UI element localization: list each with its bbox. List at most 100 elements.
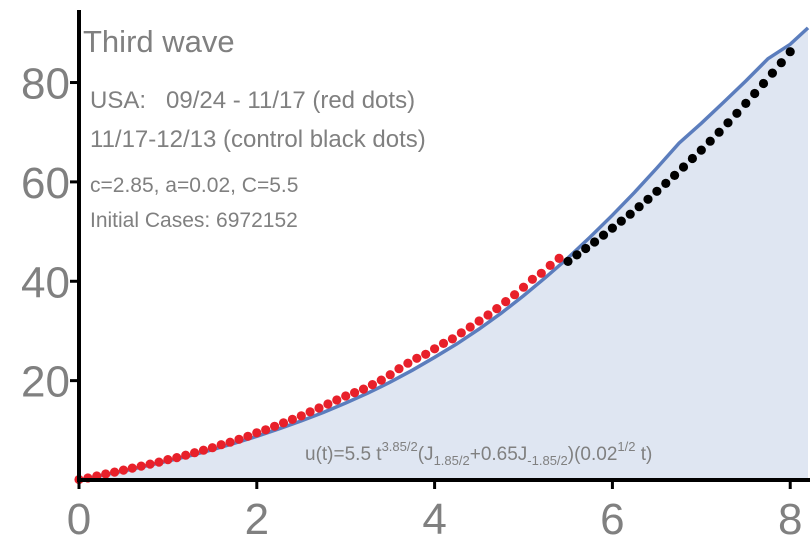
y-tick-label: 60	[21, 159, 70, 208]
control-dot	[697, 146, 706, 155]
data-dot	[163, 455, 172, 464]
control-dot	[670, 171, 679, 180]
control-dot	[635, 202, 644, 211]
data-dot	[181, 451, 190, 460]
control-dot	[572, 250, 581, 259]
data-dot	[430, 344, 439, 353]
data-dot	[172, 453, 181, 462]
data-dot	[261, 425, 270, 434]
data-dot	[297, 411, 306, 420]
data-dot	[146, 460, 155, 469]
data-dot	[519, 283, 528, 292]
control-dot	[652, 187, 661, 196]
formula-sub2: -1.85/2	[527, 453, 567, 468]
data-dot	[252, 428, 261, 437]
x-tick-label: 8	[778, 495, 802, 537]
data-dot	[359, 385, 368, 394]
control-dot	[786, 47, 795, 56]
data-dot	[270, 422, 279, 431]
annotation-params: c=2.85, a=0.02, C=5.5	[90, 174, 298, 197]
data-dot	[119, 466, 128, 475]
data-dot	[386, 370, 395, 379]
data-dot	[243, 432, 252, 441]
data-dot	[412, 354, 421, 363]
x-tick-label: 2	[245, 495, 269, 537]
control-dot	[688, 154, 697, 163]
data-dot	[154, 458, 163, 467]
annotation-line-2: 11/17-12/13 (control black dots)	[90, 126, 426, 153]
data-dot	[208, 443, 217, 452]
data-dot	[492, 304, 501, 313]
data-dot	[439, 339, 448, 348]
control-dot	[723, 118, 732, 127]
data-dot	[101, 469, 110, 478]
annotation-initial-cases: Initial Cases: 6972152	[90, 209, 298, 232]
control-dot	[661, 179, 670, 188]
annotation-line-1: USA: 09/24 - 11/17 (red dots)	[90, 87, 415, 114]
data-dot	[341, 391, 350, 400]
x-tick-label: 4	[422, 495, 446, 537]
formula-exp2: 1/2	[617, 439, 635, 454]
control-dot	[750, 89, 759, 98]
formula-part2: (J	[418, 444, 434, 465]
data-dot	[475, 316, 484, 325]
control-dot	[759, 79, 768, 88]
data-dot	[332, 395, 341, 404]
data-dot	[137, 462, 146, 471]
control-dot	[732, 109, 741, 118]
annotation-title: Third wave	[83, 24, 235, 59]
control-dot	[715, 128, 724, 137]
control-dot	[599, 231, 608, 240]
data-dot	[501, 297, 510, 306]
data-dot	[350, 388, 359, 397]
data-dot	[199, 446, 208, 455]
data-dot	[537, 269, 546, 278]
formula-part4: )(0.02	[568, 444, 618, 465]
y-tick-label: 80	[21, 60, 70, 109]
data-dot	[323, 399, 332, 408]
formula-sub1: 1.85/2	[434, 453, 470, 468]
data-dot	[288, 415, 297, 424]
control-dot	[643, 195, 652, 204]
control-dot	[679, 162, 688, 171]
data-dot	[110, 468, 119, 477]
control-dot	[768, 69, 777, 78]
data-dot	[483, 310, 492, 319]
control-dot	[777, 58, 786, 67]
data-dot	[546, 261, 555, 270]
y-tick-label: 20	[21, 358, 70, 407]
data-dot	[466, 322, 475, 331]
data-dot	[226, 438, 235, 447]
formula-exp1: 3.85/2	[382, 439, 418, 454]
control-dot	[581, 244, 590, 253]
data-dot	[510, 290, 519, 299]
data-dot	[314, 403, 323, 412]
data-dot	[234, 435, 243, 444]
y-tick-label: 40	[21, 258, 70, 307]
data-dot	[377, 376, 386, 385]
control-dot	[590, 237, 599, 246]
data-dot	[279, 418, 288, 427]
control-dot	[608, 224, 617, 233]
control-dot	[741, 99, 750, 108]
data-dot	[528, 275, 537, 284]
x-tick-label: 0	[67, 495, 91, 537]
formula-label: u(t)=5.5 t3.85/2(J1.85/2+0.65J-1.85/2)(0…	[305, 439, 652, 468]
formula-part5: t)	[636, 444, 653, 465]
data-dot	[217, 440, 226, 449]
data-dot	[421, 350, 430, 359]
control-dot	[626, 210, 635, 219]
data-dot	[457, 328, 466, 337]
data-dot	[368, 380, 377, 389]
data-dot	[403, 359, 412, 368]
x-tick-label: 6	[600, 495, 624, 537]
data-dot	[128, 464, 137, 473]
data-dot	[555, 254, 564, 263]
data-dot	[306, 407, 315, 416]
data-dot	[448, 334, 457, 343]
control-dot	[617, 217, 626, 226]
data-dot	[190, 448, 199, 457]
formula-part3: +0.65J	[470, 444, 528, 465]
control-dot	[706, 137, 715, 146]
